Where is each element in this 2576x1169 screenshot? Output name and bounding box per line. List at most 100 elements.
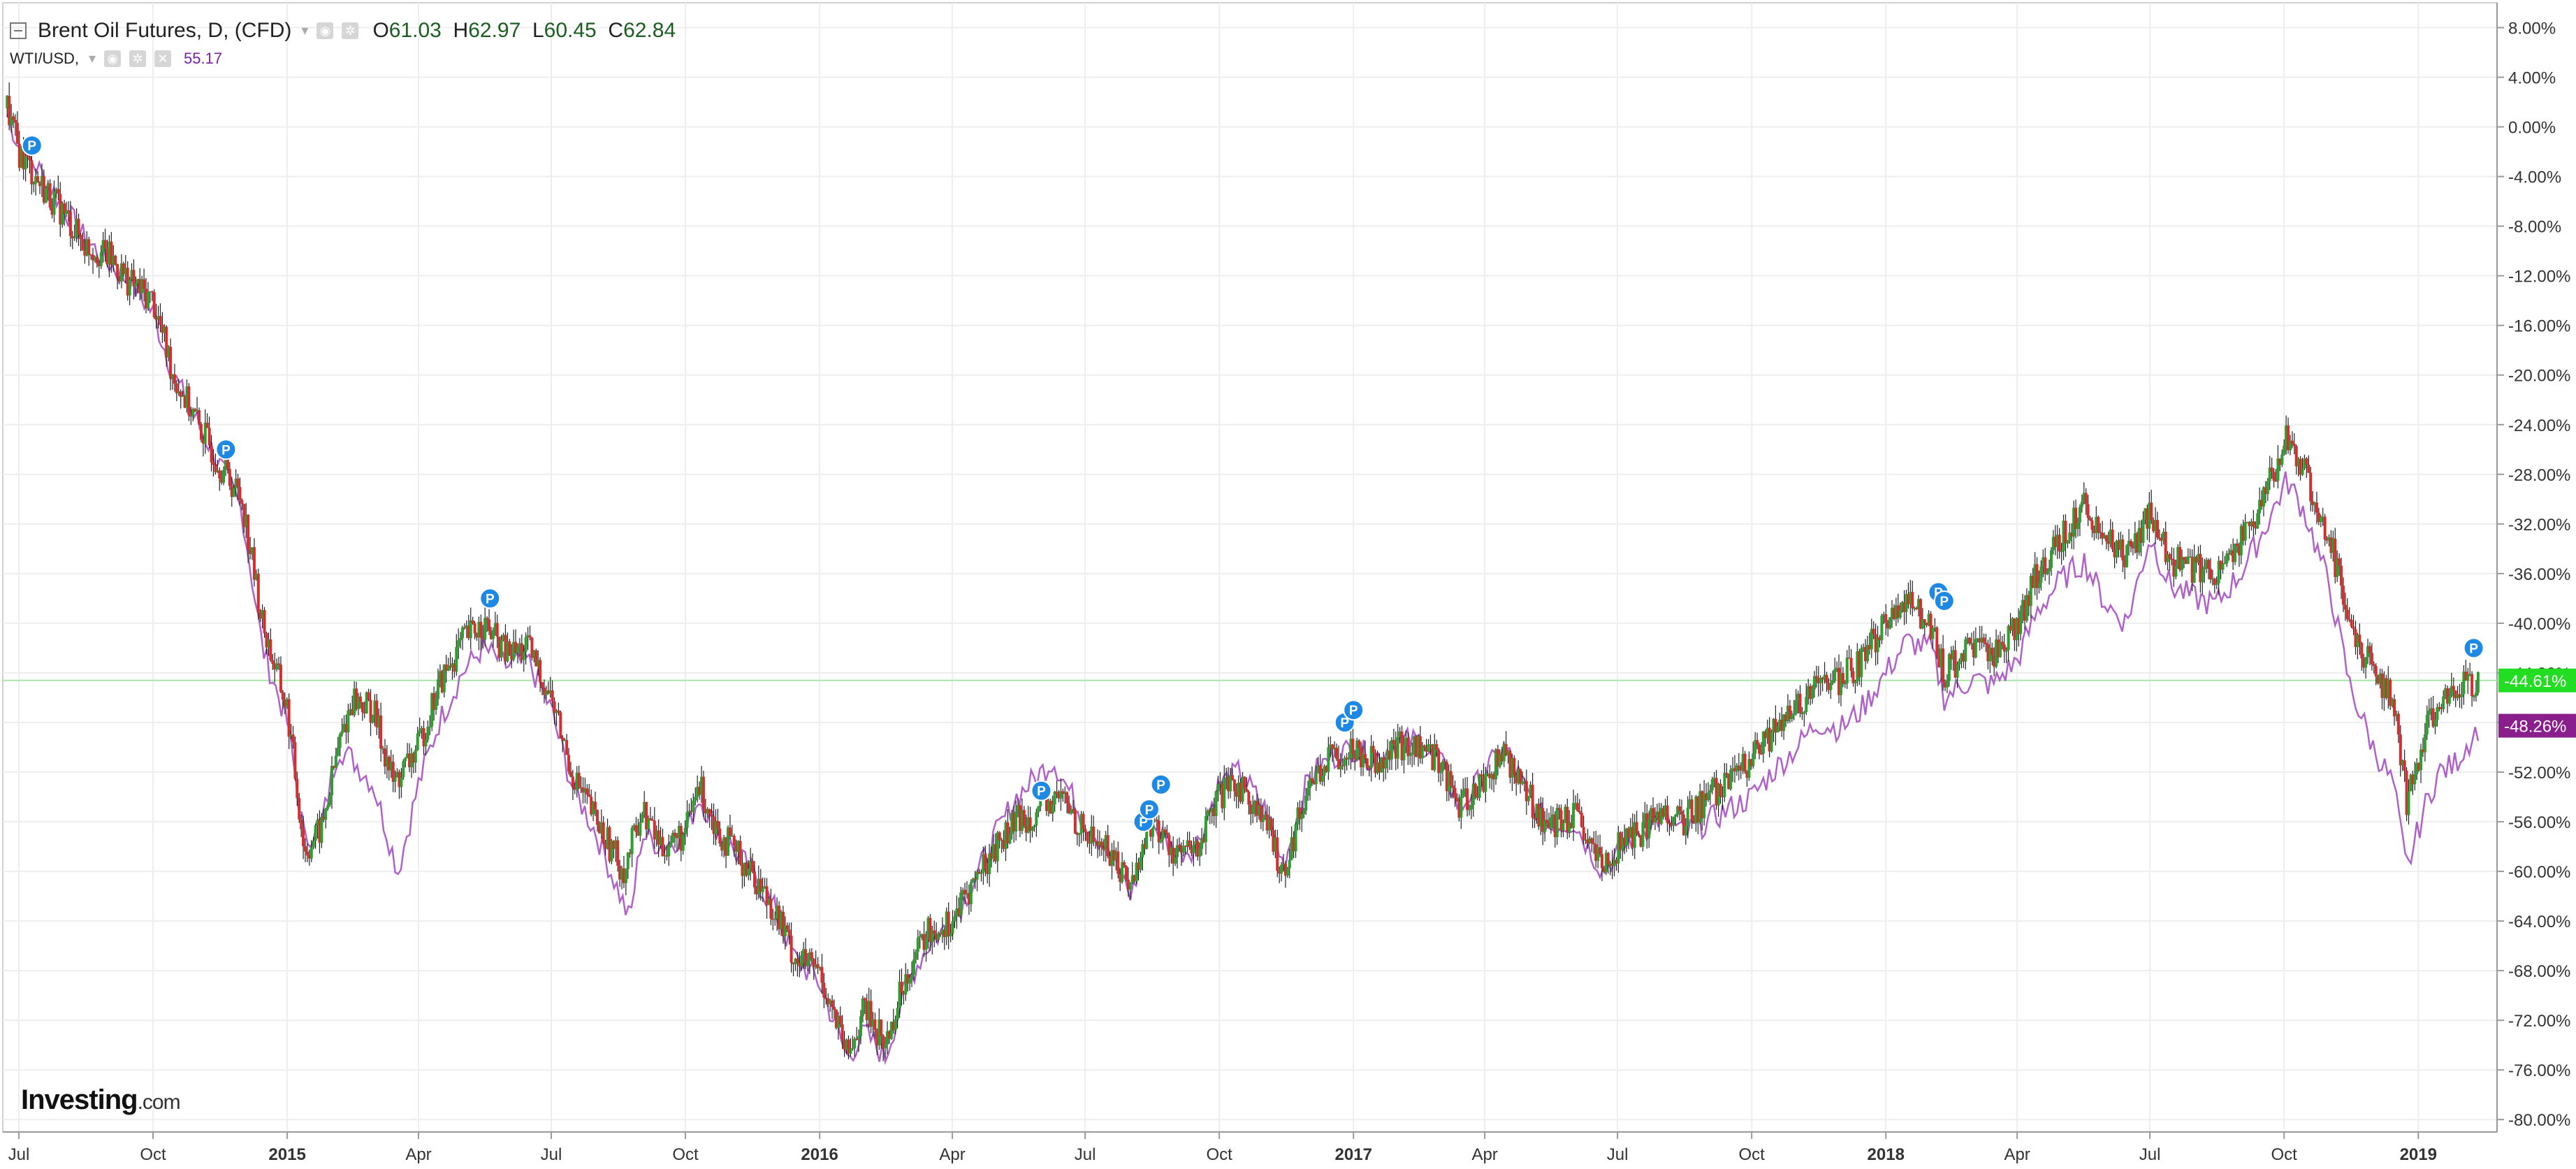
event-marker-p[interactable]: P — [1138, 799, 1160, 820]
chevron-down-icon[interactable]: ▾ — [301, 23, 309, 38]
close-icon[interactable]: ✕ — [154, 50, 172, 67]
event-marker-p[interactable]: P — [21, 135, 43, 157]
candle — [75, 208, 78, 243]
candle — [1396, 723, 1399, 769]
candle — [785, 922, 789, 933]
candle — [2329, 530, 2333, 559]
candle — [816, 957, 820, 975]
candle — [391, 754, 395, 792]
candle — [767, 896, 771, 906]
candle — [595, 809, 599, 832]
chevron-down-icon[interactable]: ▾ — [89, 51, 96, 66]
candle — [628, 848, 632, 858]
collapse-legend-button[interactable] — [10, 22, 27, 39]
candle — [128, 277, 131, 305]
candle — [2278, 458, 2282, 472]
event-marker-p[interactable]: P — [1031, 780, 1052, 801]
candle — [892, 1008, 895, 1034]
candle — [1511, 753, 1514, 791]
eye-icon[interactable]: ◉ — [104, 50, 122, 67]
gear-icon[interactable]: ✲ — [342, 22, 359, 39]
eye-icon[interactable]: ◉ — [316, 22, 334, 39]
event-marker-label: P — [2469, 641, 2478, 656]
candle — [834, 1009, 838, 1030]
candle — [1028, 806, 1032, 843]
candle — [1480, 770, 1483, 787]
y-tick-label: 0.00% — [2508, 119, 2556, 138]
candle — [947, 902, 950, 950]
candle — [1988, 637, 1992, 674]
candle — [1549, 806, 1552, 834]
candle — [1071, 799, 1075, 814]
candle — [982, 846, 985, 885]
candle — [1274, 829, 1277, 858]
x-tick-label: 2019 — [2400, 1145, 2437, 1164]
candle — [1821, 676, 1824, 692]
y-tick-label: -52.00% — [2508, 764, 2570, 783]
candle — [614, 836, 618, 862]
candle — [1580, 806, 1583, 828]
candle — [878, 1008, 881, 1050]
candle — [1445, 759, 1448, 801]
event-marker-p[interactable]: P — [1150, 774, 1172, 795]
candle — [1522, 778, 1526, 792]
candle — [1805, 683, 1808, 716]
candle — [1531, 773, 1534, 829]
candle — [71, 231, 74, 249]
candle — [473, 620, 476, 640]
candle — [745, 861, 748, 878]
candle — [2080, 494, 2083, 513]
candle — [565, 734, 569, 755]
candle — [2078, 504, 2081, 537]
candle — [52, 180, 56, 223]
candle — [674, 829, 677, 848]
candle — [2195, 555, 2198, 573]
candle — [2248, 521, 2251, 539]
candle — [579, 776, 583, 794]
event-marker-p[interactable]: P — [1933, 590, 1955, 611]
gear-icon[interactable]: ✲ — [129, 50, 147, 67]
candle — [2243, 514, 2247, 546]
candle — [1838, 654, 1841, 704]
candle — [1033, 824, 1036, 832]
event-marker-p[interactable]: P — [1343, 699, 1365, 721]
candle — [534, 648, 538, 667]
candle — [749, 848, 752, 881]
y-tick-label: -40.00% — [2508, 615, 2570, 634]
candle — [1515, 772, 1518, 796]
candle — [610, 838, 613, 865]
candle — [542, 679, 546, 704]
candle — [2029, 573, 2032, 618]
candle — [2046, 568, 2049, 576]
candle — [500, 634, 503, 662]
candle — [2452, 677, 2455, 702]
candle — [1823, 662, 1826, 684]
candle — [898, 969, 901, 1018]
x-tick-label: 2018 — [1868, 1145, 1905, 1164]
candle — [1494, 748, 1497, 785]
candle — [143, 268, 146, 302]
candle — [2160, 533, 2163, 547]
candle — [1982, 633, 1986, 648]
secondary-series-legend: WTI/USD, ▾ ◉ ✲ ✕ 55.17 — [10, 46, 676, 71]
candle — [1496, 744, 1499, 776]
candle — [1188, 832, 1191, 850]
event-marker-p[interactable]: P — [479, 588, 501, 609]
candle — [508, 639, 511, 656]
candle — [2403, 749, 2406, 782]
candle — [361, 702, 364, 721]
candle — [1856, 643, 1859, 687]
candle — [2317, 507, 2320, 525]
candle — [2313, 501, 2317, 515]
candle — [1596, 835, 1600, 869]
candle — [449, 651, 452, 671]
candle — [1296, 802, 1300, 831]
candle — [1239, 778, 1242, 804]
event-marker-p[interactable]: P — [2463, 637, 2484, 659]
event-marker-p[interactable]: P — [215, 439, 237, 460]
candle — [608, 825, 611, 864]
candle — [234, 469, 238, 497]
candle — [2104, 535, 2108, 550]
